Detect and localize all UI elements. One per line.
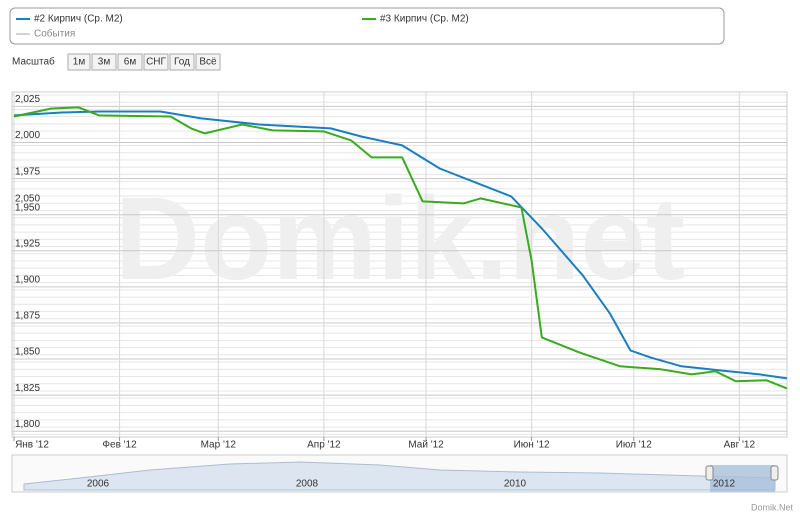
navigator-selection[interactable] <box>710 465 775 492</box>
navigator-year: 2012 <box>713 479 736 490</box>
range-button[interactable] <box>91 53 117 71</box>
legend-box <box>9 7 725 45</box>
range-button-label[interactable]: 6м <box>124 57 137 68</box>
y-tick-label: 1,950 <box>15 202 40 213</box>
x-tick-label: Фев '12 <box>102 440 137 451</box>
stray-label: 2,050 <box>15 193 40 204</box>
range-button-label[interactable]: 1м <box>73 57 86 68</box>
range-button-label[interactable]: 3м <box>98 57 111 68</box>
y-tick-label: 1,975 <box>15 166 40 177</box>
x-tick-label: Апр '12 <box>307 440 341 451</box>
range-button[interactable] <box>117 53 143 71</box>
x-tick-label: Мар '12 <box>201 440 237 451</box>
legend-label[interactable]: События <box>34 28 75 40</box>
y-tick-label: 1,800 <box>15 419 40 430</box>
y-tick-label: 1,875 <box>15 311 40 322</box>
navigator-year: 2008 <box>296 479 319 490</box>
x-tick-label: Авг '12 <box>724 440 756 451</box>
range-button[interactable] <box>67 53 91 71</box>
x-tick-label: Янв '12 <box>15 440 49 451</box>
y-tick-label: 2,025 <box>15 94 40 105</box>
navigator-year: 2010 <box>504 479 527 490</box>
plot-border <box>11 91 788 438</box>
y-tick-label: 1,825 <box>15 383 40 394</box>
range-button[interactable] <box>143 53 169 71</box>
y-tick-label: 2,000 <box>15 130 40 141</box>
series-line <box>13 110 788 380</box>
x-tick-label: Май '12 <box>408 440 444 451</box>
y-tick-label: 1,900 <box>15 275 40 286</box>
y-tick-label: 1,850 <box>15 347 40 358</box>
range-button-label[interactable]: Всё <box>199 57 217 68</box>
y-tick-label: 1,925 <box>15 238 40 249</box>
range-button[interactable] <box>169 53 195 71</box>
navigator-handle[interactable] <box>770 465 779 481</box>
x-tick-label: Июл '12 <box>616 440 653 451</box>
range-label: Масштаб <box>12 56 55 68</box>
legend-label[interactable]: #2 Кирпич (Ср. М2) <box>34 14 123 25</box>
legend-label[interactable]: #3 Кирпич (Ср. М2) <box>380 14 469 25</box>
x-tick-label: Июн '12 <box>514 440 550 451</box>
credit: Domik.Net <box>751 502 794 512</box>
range-button-label[interactable]: СНГ <box>146 57 166 68</box>
watermark: Domik.net <box>115 173 685 305</box>
navigator-handle[interactable] <box>705 465 714 481</box>
minor-grid <box>12 92 787 437</box>
navigator-year: 2006 <box>87 479 110 490</box>
range-button-label[interactable]: Год <box>174 57 190 68</box>
range-button[interactable] <box>195 53 221 71</box>
series-line <box>13 106 788 390</box>
